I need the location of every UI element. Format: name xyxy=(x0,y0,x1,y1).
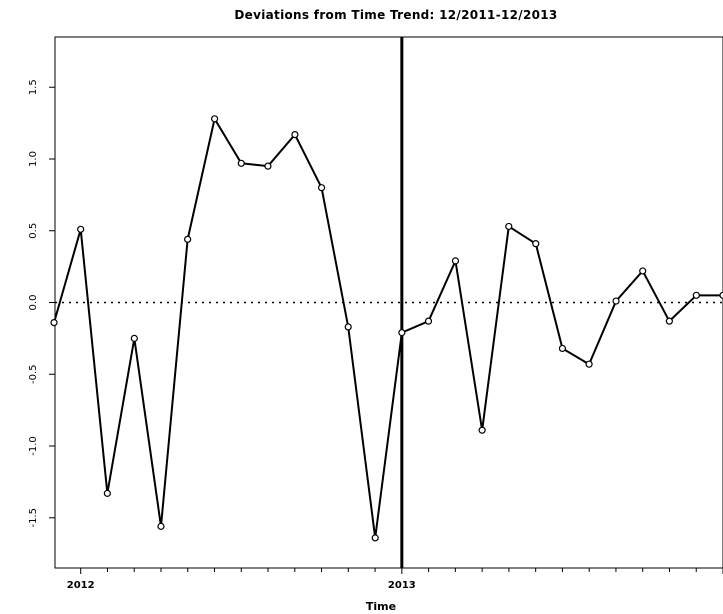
x-axis-label: Time xyxy=(366,600,396,613)
data-point xyxy=(77,225,85,233)
data-point xyxy=(130,334,138,342)
data-point xyxy=(665,317,673,325)
data-point xyxy=(103,489,111,497)
data-point xyxy=(398,329,406,337)
data-point xyxy=(612,297,620,305)
data-point xyxy=(371,534,379,542)
y-tick-label: -1.5 xyxy=(28,508,39,528)
data-point xyxy=(558,344,567,353)
x-axis: 2012 2013 xyxy=(67,568,723,591)
data-point xyxy=(211,115,219,123)
data-point xyxy=(451,257,460,265)
data-point xyxy=(532,240,540,248)
data-point xyxy=(237,159,245,167)
data-point xyxy=(317,184,326,192)
data-point xyxy=(692,291,700,299)
chart-title: Deviations from Time Trend: 12/2011-12/2… xyxy=(234,8,557,22)
data-point xyxy=(585,360,593,368)
data-point xyxy=(157,522,165,530)
data-point xyxy=(505,222,513,231)
series-line xyxy=(53,117,723,539)
y-tick-label: 1.0 xyxy=(28,151,39,167)
data-point xyxy=(184,235,192,243)
data-point xyxy=(291,130,299,139)
series-layer xyxy=(50,115,723,542)
x-tick-label: 2012 xyxy=(67,580,95,591)
y-tick-label: 1.5 xyxy=(28,79,39,95)
data-point xyxy=(719,291,723,299)
y-tick-label: 0.5 xyxy=(28,223,39,239)
data-point xyxy=(264,162,272,170)
reference-lines xyxy=(55,37,723,568)
y-axis: -1.5 -1.0 -0.5 0.0 0.5 1.0 1.5 xyxy=(28,79,55,528)
y-tick-label: -1.0 xyxy=(28,436,39,456)
data-point xyxy=(50,318,58,327)
data-point xyxy=(424,317,433,325)
y-tick-label: 0.0 xyxy=(28,295,39,311)
x-tick-label: 2013 xyxy=(388,580,416,591)
data-point xyxy=(639,267,647,275)
data-point xyxy=(478,426,486,434)
y-tick-label: -0.5 xyxy=(28,364,39,384)
data-point xyxy=(344,323,352,331)
